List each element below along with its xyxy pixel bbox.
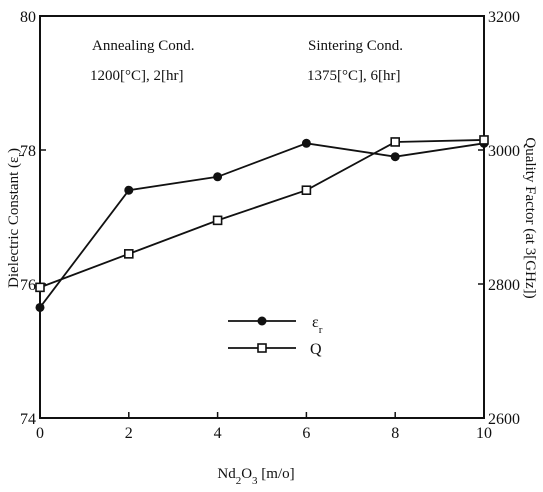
legend-label-er: εr — [312, 314, 323, 336]
series-line-0 — [39, 142, 485, 308]
sintering-title: Sintering Cond. — [308, 38, 403, 54]
point-q — [212, 215, 223, 226]
y-right-axis-label: Quality Factor (at 3[GHz]) — [522, 137, 538, 298]
annealing-value: 1200[°C], 2[hr] — [90, 68, 183, 84]
y-right-tick-label: 2800 — [488, 277, 520, 294]
x-tick-label: 4 — [214, 425, 222, 442]
point-q — [124, 249, 134, 259]
legend-label-q: Q — [310, 341, 322, 358]
x-axis-label: Nd2O3 [m/o] — [217, 466, 294, 487]
point-er — [213, 172, 223, 182]
point-q — [479, 135, 489, 145]
x-tick-label: 0 — [36, 425, 44, 442]
y-left-tick-label: 76 — [20, 277, 36, 294]
y-right-tick-label: 3200 — [488, 9, 520, 26]
axis-ticks: 0 2 4 6 8 10 74 76 78 80 2600 2800 3000 3200 — [20, 9, 520, 442]
x-tick-label: 10 — [476, 425, 492, 442]
legend-marker-er — [257, 316, 267, 326]
point-er — [301, 138, 311, 148]
x-tick-label: 8 — [391, 425, 399, 442]
plot-frame — [39, 15, 485, 419]
series-layer — [35, 135, 489, 312]
legend: εr Q — [228, 314, 323, 358]
x-tick-label: 2 — [125, 425, 133, 442]
annealing-title: Annealing Cond. — [92, 38, 195, 54]
point-q — [390, 137, 401, 147]
x-tick-label: 6 — [302, 425, 310, 442]
point-q — [35, 282, 45, 293]
legend-marker-q — [257, 343, 267, 353]
y-left-tick-label: 78 — [20, 143, 36, 160]
point-er — [390, 152, 400, 162]
sintering-value: 1375[°C], 6[hr] — [307, 68, 400, 84]
point-er — [124, 185, 134, 195]
y-left-axis-label: Dielectric Constant (εr) — [6, 148, 27, 288]
y-right-tick-label: 3000 — [488, 143, 520, 160]
series-line-1 — [39, 139, 485, 289]
point-q — [301, 185, 312, 195]
y-left-tick-label: 74 — [20, 411, 36, 428]
point-er — [35, 302, 45, 312]
y-right-tick-label: 2600 — [488, 411, 520, 428]
y-left-tick-label: 80 — [20, 9, 36, 26]
